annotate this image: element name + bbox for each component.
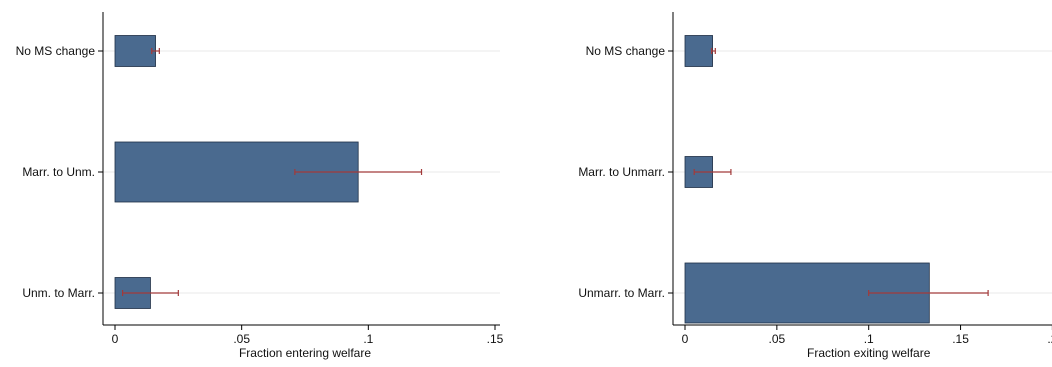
- x-axis-title: Fraction entering welfare: [239, 346, 371, 360]
- x-tick-label: .1: [864, 332, 874, 346]
- x-tick-label: .15: [487, 332, 504, 346]
- x-tick-label: .15: [952, 332, 969, 346]
- chart-panel-2: No MS change Marr. to Unmarr. Unmarr. to M…: [578, 12, 1052, 360]
- x-tick-label: 0: [682, 332, 689, 346]
- x-tick-label: 0: [112, 332, 119, 346]
- bar: [684, 35, 713, 67]
- x-tick-label: .1: [363, 332, 373, 346]
- x-axis-title: Fraction exiting welfare: [807, 346, 931, 360]
- x-tick-label: .05: [769, 332, 786, 346]
- chart-panel-1: No MS change Marr. to Unm. Unm. to Marr. 0.…: [16, 12, 504, 360]
- category-label: Marr. to Unm.: [22, 165, 95, 179]
- category-label: Unm. to Marr.: [22, 286, 95, 300]
- category-label: No MS change: [16, 44, 96, 58]
- category-label: Marr. to Unmarr.: [578, 165, 665, 179]
- x-tick-label: .05: [233, 332, 250, 346]
- category-label: No MS change: [586, 44, 666, 58]
- bar: [114, 35, 156, 67]
- category-label: Unmarr. to Marr.: [578, 286, 665, 300]
- x-tick-label: .2: [1047, 332, 1052, 346]
